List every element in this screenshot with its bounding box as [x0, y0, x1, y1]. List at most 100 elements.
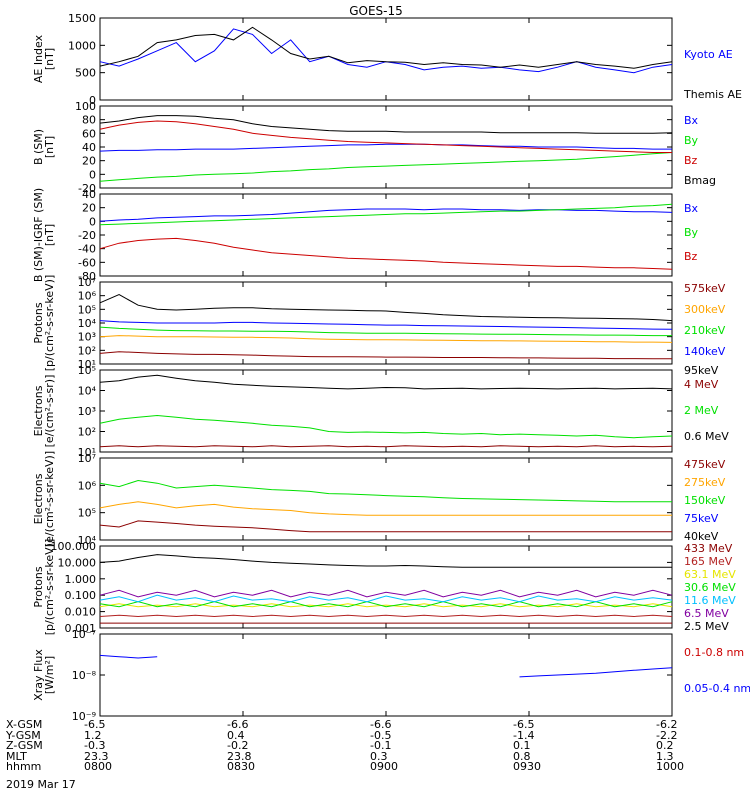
y-tick-label: 10⁷ — [78, 276, 96, 289]
legend-label: Kyoto AE — [684, 48, 733, 61]
y-axis-label: Protons — [32, 302, 45, 343]
orbit-cell: 0800 — [84, 760, 112, 773]
y-tick-label: 500 — [75, 67, 96, 80]
y-tick-label: 10¹ — [78, 446, 96, 459]
legend-label: 300keV — [684, 303, 726, 316]
orbit-row-label: hhmm — [6, 760, 42, 773]
y-tick-label: 20 — [82, 202, 96, 215]
series-line-bmag — [99, 115, 673, 134]
orbit-cell: 0.4 — [227, 728, 245, 742]
orbit-cell: -6.2 — [656, 718, 678, 731]
legend-label: 475keV — [684, 458, 726, 471]
panel-frame — [99, 193, 673, 277]
panel-4: 10¹10²10³10⁴10⁵10⁶10⁷Protons[p/(cm²-s-sr… — [32, 275, 726, 377]
y-tick-label: 10² — [78, 426, 96, 439]
orbit-row-label: Z-GSM — [6, 739, 43, 752]
series-line-4-mev — [99, 445, 673, 448]
legend-label: 433 MeV — [684, 542, 733, 555]
series-line-bz — [99, 120, 672, 153]
orbit-row-label: X-GSM — [6, 718, 43, 731]
legend-label: 0.6 MeV — [684, 430, 729, 443]
y-tick-label: -40 — [78, 243, 96, 256]
date-label: 2019 Mar 17 — [6, 778, 76, 791]
y-tick-label: 10⁴ — [78, 385, 97, 398]
y-axis-label: Electrons — [32, 385, 45, 436]
y-axis-label: [nT] — [43, 48, 56, 70]
legend-label: By — [684, 226, 699, 239]
y-tick-label: 1.000 — [65, 573, 97, 586]
legend-label: Bmag — [684, 174, 716, 187]
series-line-bz — [99, 237, 673, 270]
orbit-cell: 0.3 — [370, 749, 388, 763]
series-line-0-05-0-4-nm — [99, 654, 673, 678]
y-tick-label: 10³ — [78, 331, 96, 344]
orbit-cell: -0.5 — [370, 728, 392, 742]
y-axis-label: [e/(cm²-s-sr-keV)] — [43, 451, 56, 547]
orbit-cell: 0900 — [370, 760, 398, 773]
series-line-2-5-mev — [99, 554, 672, 568]
orbit-cell: 0.1 — [513, 739, 531, 752]
y-tick-label: 10⁴ — [78, 317, 97, 330]
orbit-cell: 1.3 — [656, 749, 674, 763]
orbit-cell: 0.2 — [656, 739, 674, 752]
legend-label: Bz — [684, 154, 698, 167]
orbit-cell: -0.3 — [84, 739, 106, 752]
y-tick-label: 80 — [82, 114, 96, 127]
series-line-6-5-mev — [99, 589, 673, 598]
y-tick-label: 10.000 — [58, 556, 97, 569]
y-tick-label: -80 — [78, 270, 96, 283]
orbit-cell: 1.2 — [84, 728, 102, 742]
y-tick-label: 0.001 — [65, 622, 97, 635]
panel-6: 10⁴ 10⁵ 10⁶ 10⁷ Electrons[e/(cm²-s-sr-keV)] 4… — [32, 451, 726, 547]
y-tick-label: 10⁶ — [78, 479, 97, 492]
y-tick-label: 1000 — [68, 39, 96, 52]
series-line-300kev — [99, 335, 673, 343]
series-line-by — [99, 152, 673, 182]
legend-label: Bx — [684, 114, 699, 127]
series-line-210kev — [99, 326, 672, 337]
series-line-95kev — [99, 294, 673, 322]
orbit-cell: -0.2 — [227, 739, 249, 752]
y-axis-label: [W/m²] — [43, 656, 56, 694]
legend-label: 165 MeV — [684, 555, 733, 568]
y-tick-label: 0.100 — [65, 589, 97, 602]
series-line-63-1-mev — [99, 603, 673, 608]
legend-label: Bx — [684, 202, 699, 215]
orbit-cell: -6.6 — [227, 718, 249, 731]
series-line-575kev — [99, 351, 672, 360]
y-tick-label: 10⁻⁸ — [72, 669, 97, 682]
y-axis-label: [nT] — [43, 224, 56, 246]
legend-label: 63.1 MeV — [684, 568, 736, 581]
legend-label: 0.05-0.4 nm — [684, 682, 750, 695]
y-tick-label: 10⁵ — [78, 364, 96, 377]
legend-label: Bz — [684, 250, 698, 263]
series-line-0-6-mev — [99, 374, 673, 390]
series-line-bx — [99, 208, 673, 222]
orbit-cell: 23.8 — [227, 749, 252, 763]
y-axis-label: AE Index — [32, 34, 45, 83]
y-tick-label: 10⁵ — [78, 303, 96, 316]
y-tick-label: 10² — [78, 344, 96, 357]
y-axis-label: [p/(cm²-s-sr-keV)] — [43, 539, 56, 636]
orbit-row-label: Y-GSM — [6, 728, 41, 742]
panel-frame — [99, 369, 673, 453]
series-line-140kev — [99, 320, 673, 330]
legend-label: 75keV — [684, 512, 719, 525]
legend-label: 140keV — [684, 345, 726, 358]
legend-label: 11.6 MeV — [684, 594, 736, 607]
y-tick-label: 10⁻⁹ — [72, 710, 96, 723]
y-tick-label: 20 — [82, 155, 96, 168]
y-tick-label: 10⁻⁷ — [72, 628, 96, 641]
y-tick-label: 0 — [89, 94, 96, 107]
orbit-cell: 1000 — [656, 760, 684, 773]
series-line-30-6-mev — [99, 601, 673, 608]
series-line-11-6-mev — [99, 594, 673, 603]
y-tick-label: 100.000 — [51, 540, 97, 553]
legend-label: 2.5 MeV — [684, 620, 729, 633]
panel-frame — [99, 17, 673, 101]
panel-1: 0 500 1000 1500 AE Index[nT] Kyoto AE Themis A… — [32, 12, 742, 107]
